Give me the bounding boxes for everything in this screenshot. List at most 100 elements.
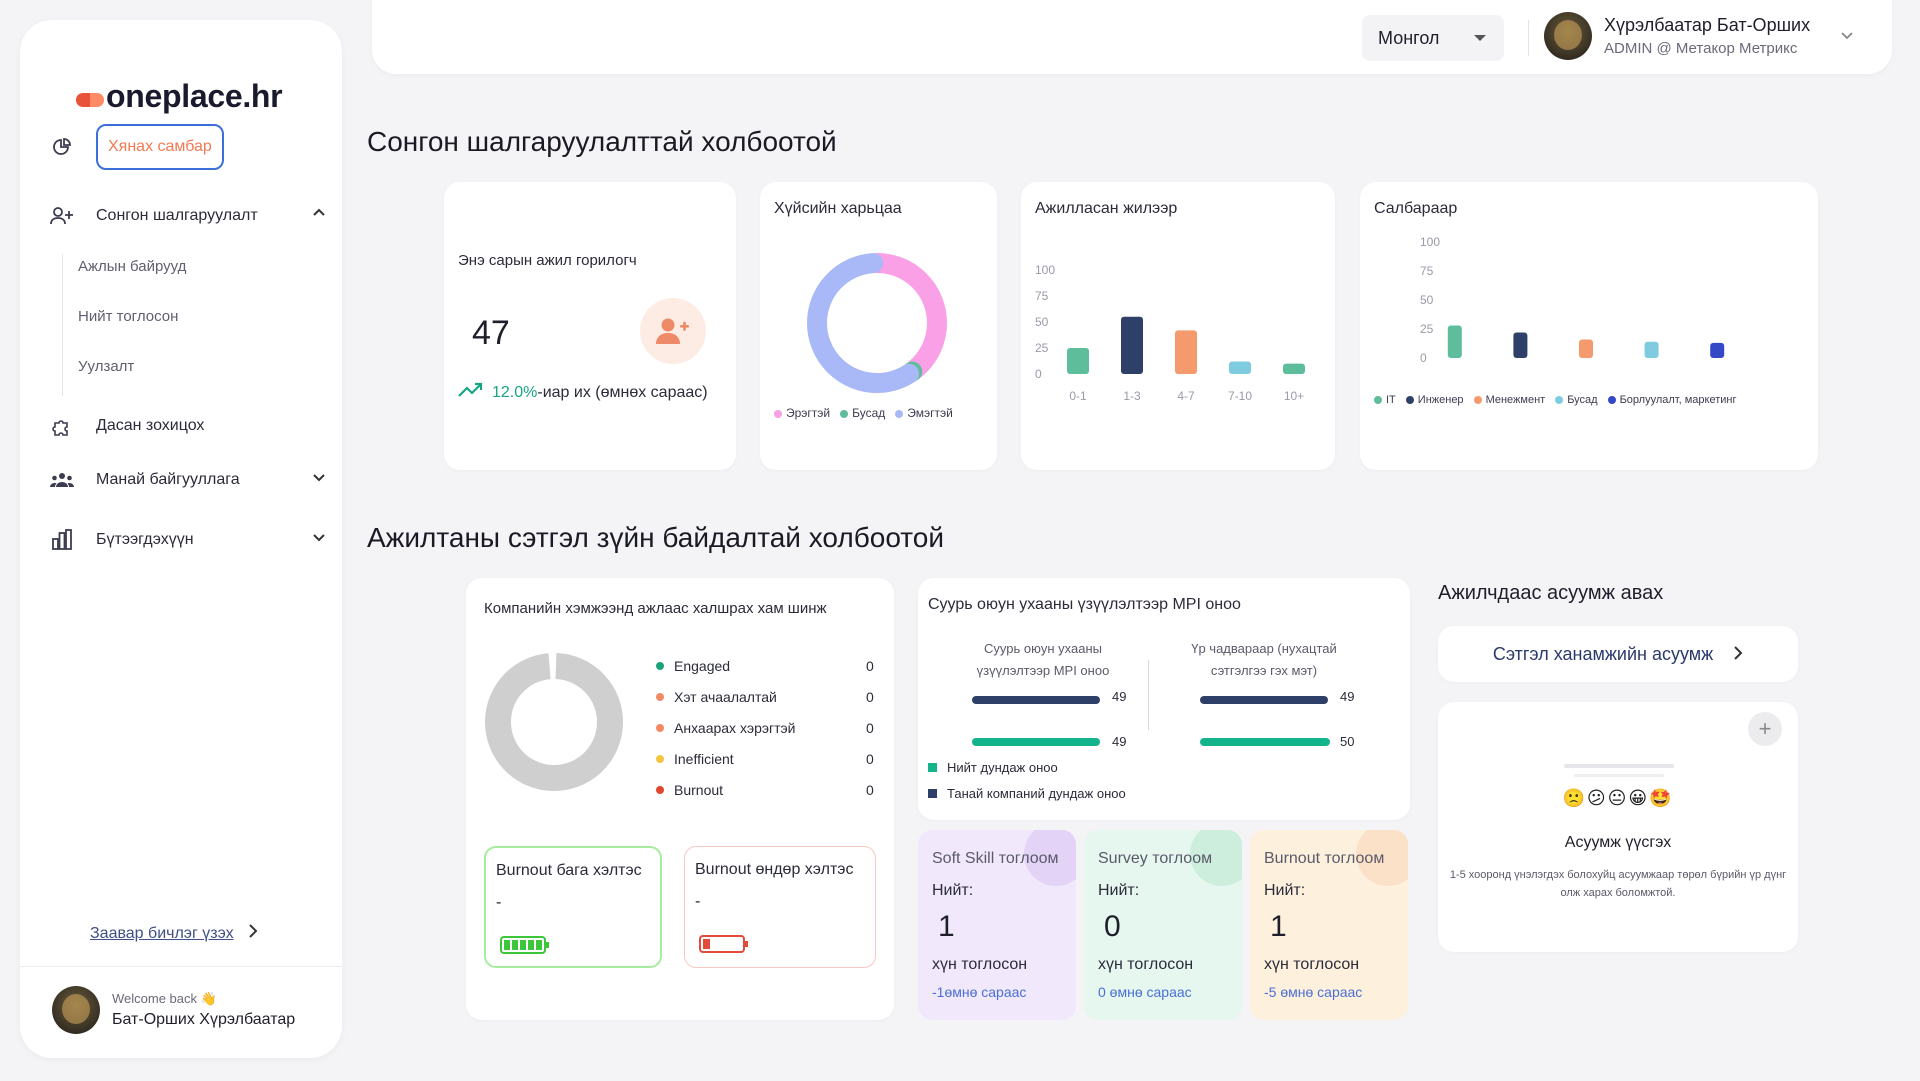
sidebar-item-label: Бүтээгдэхүүн (96, 531, 194, 548)
bar[interactable] (1447, 325, 1462, 358)
burnout-low-card[interactable]: Burnout бага хэлтэс - (484, 846, 662, 968)
mpi-bar-company (972, 696, 1100, 704)
change-percent: 12.0% (492, 383, 538, 401)
legend-label: Борлуулалт, маркетинг (1619, 394, 1737, 406)
mpi-value: 49 (1112, 734, 1127, 749)
divider (1148, 660, 1149, 730)
legend-item: Танай компаний дундаж оноо (928, 786, 1126, 801)
legend-label: Эрэгтэй (786, 406, 831, 420)
legend-label: Бусад (1567, 394, 1598, 406)
create-survey-desc: 1-5 хооронд үнэлэгдэх болохуйц асуумжаар… (1449, 869, 1787, 899)
game-icon (1356, 830, 1408, 886)
chevron-up-icon[interactable] (310, 204, 330, 224)
legend-label: Хэт ачаалалтай (674, 689, 777, 705)
legend-item: Эмэгтэй (895, 406, 953, 420)
battery-low-icon (699, 935, 749, 958)
y-tick-label: 0 (1035, 367, 1042, 381)
bar-chart-icon (50, 528, 74, 552)
department-legend: IT Инженер Менежмент Бусад Борлуулалт, марке… (1374, 394, 1736, 406)
game-icon (1024, 830, 1076, 886)
create-survey-card[interactable]: + 🙁😕😐😀🤩 Асуумж үүсгэх 1-5 хооронд үнэлэг… (1438, 702, 1798, 952)
sidebar-item-reports[interactable]: Бүтээгдэхүүн (50, 528, 330, 552)
sidebar-subitem-played[interactable]: Нийт тоглосон (78, 308, 179, 325)
department-card: Салбараар 100 75 50 25 0 IT Инженер Менежмент Б… (1360, 182, 1818, 470)
mpi-col2-title: Үр чадвараар (нухацтай сэтгэлгээ гэх мэт… (1191, 641, 1337, 678)
user-menu[interactable]: Хүрэлбаатар Бат-Оршиx ADMIN @ Метакор Ме… (1544, 12, 1810, 60)
x-tick-label: 4-7 (1177, 389, 1195, 403)
bar[interactable] (1229, 361, 1251, 374)
sidebar-user-name: Бат-Оршиx Хүрэлбаатар (112, 1011, 296, 1028)
placeholder-line (1574, 774, 1664, 777)
survey-title: Ажилчдаас асуумж авах (1438, 582, 1664, 604)
legend-value: 0 (866, 751, 874, 767)
caret-down-icon (1474, 35, 1486, 41)
sidebar-item-selection[interactable]: Сонгон шалгаруулалт (50, 204, 330, 228)
logo[interactable]: oneplace.hr (76, 78, 283, 115)
bar[interactable] (1513, 332, 1528, 358)
guide-video-link[interactable]: Заавар бичлэг үзэх (90, 924, 258, 943)
y-tick-label: 25 (1035, 341, 1049, 355)
top-bar: Монгол Хүрэлбаатар Бат-Оршиx ADMIN @ Мет… (372, 0, 1892, 74)
sidebar-item-dashboard[interactable]: Хянах самбар (50, 124, 224, 170)
sidebar-item-org[interactable]: Манай байгууллага (50, 468, 330, 492)
x-tick-label: 0-1 (1069, 389, 1087, 403)
stat-change: -1өмнө сараас (932, 984, 1027, 1000)
game-stat-card[interactable]: Survey тоглоом Нийт: 0 хүн тоглосон 0 өм… (1084, 830, 1242, 1020)
x-tick-label: 7-10 (1228, 389, 1252, 403)
emoji-scale-icon: 🙁😕😐😀🤩 (1562, 788, 1674, 808)
chevron-down-icon[interactable] (1840, 28, 1854, 47)
change-text: -иар их (өмнөх сараас) (537, 383, 708, 401)
game-stat-card[interactable]: Soft Skill тоглоом Нийт: 1 хүн тоглосон … (918, 830, 1076, 1020)
card-title: Энэ сарын ажил горилогч (458, 252, 637, 269)
legend-item: Менежмент (1473, 394, 1545, 406)
sidebar-item-adaptation[interactable]: Дасан зохицох (50, 414, 204, 438)
chevron-right-icon (248, 924, 258, 943)
sidebar-subitem-meetings[interactable]: Уулзалт (78, 358, 135, 375)
bar[interactable] (1283, 363, 1305, 374)
add-applicant-icon (640, 298, 706, 364)
mpi-value: 49 (1112, 689, 1127, 704)
sidebar-item-label: Сонгон шалгаруулалт (96, 207, 258, 224)
applicants-change: 12.0% -иар их (өмнөх сараас) (458, 382, 708, 403)
chevron-down-icon[interactable] (310, 528, 330, 548)
game-stat-card[interactable]: Burnout тоглоом Нийт: 1 хүн тоглосон -5 … (1250, 830, 1408, 1020)
stat-value: 1 (938, 910, 955, 943)
satisfaction-survey-button[interactable]: Сэтгэл ханамжийн асуумж (1438, 626, 1798, 682)
bar[interactable] (1067, 348, 1089, 374)
avatar (52, 986, 100, 1034)
legend-item: Бусад (840, 406, 885, 420)
legend-dot (1473, 396, 1482, 405)
plus-icon[interactable]: + (1748, 712, 1782, 746)
chevron-down-icon[interactable] (310, 468, 330, 488)
burnout-high-card[interactable]: Burnout өндөр хэлтэс - (684, 846, 876, 968)
bar[interactable] (1121, 316, 1143, 374)
mpi-bar-company (1200, 696, 1328, 704)
legend-swatch (928, 763, 937, 772)
sub-nav-line (62, 254, 63, 396)
sidebar-item-label: Дасан зохицох (96, 417, 205, 434)
sidebar-item-label: Манай байгууллага (96, 471, 240, 488)
stat-value: 0 (1104, 910, 1121, 943)
bar[interactable] (1644, 341, 1659, 358)
x-tick-label: 1-3 (1123, 389, 1141, 403)
sidebar-user[interactable]: Welcome back 👋 Бат-Оршиx Хүрэлбаатар (52, 986, 295, 1034)
card-title: Суурь оюун ухааны үзүүлэлтээр MPI оноо (928, 596, 1241, 613)
y-tick-label: 100 (1035, 263, 1055, 277)
language-select[interactable]: Монгол (1362, 15, 1504, 61)
sidebar-subitem-jobs[interactable]: Ажлын байрууд (78, 258, 187, 275)
puzzle-icon (50, 414, 74, 438)
user-role: ADMIN @ Метакор Метрикс (1604, 40, 1798, 57)
card-title: Хүйсийн харьцаа (774, 200, 902, 217)
bar[interactable] (1710, 342, 1725, 358)
legend-label: Бусад (852, 406, 886, 420)
bar[interactable] (1579, 339, 1593, 358)
donut-slice[interactable] (807, 253, 947, 393)
legend-dot (1607, 396, 1616, 405)
user-name: Хүрэлбаатар Бат-Оршиx (1604, 15, 1811, 35)
game-icon (1190, 830, 1242, 886)
bar[interactable] (1175, 330, 1197, 374)
placeholder-line (1564, 764, 1674, 768)
mpi-col1-title: Суурь оюун ухааны үзүүлэлтээр MPI оноо (976, 641, 1110, 678)
guide-link-label: Заавар бичлэг үзэх (90, 924, 234, 942)
card-title: Ажилласан жилээр (1035, 200, 1178, 217)
